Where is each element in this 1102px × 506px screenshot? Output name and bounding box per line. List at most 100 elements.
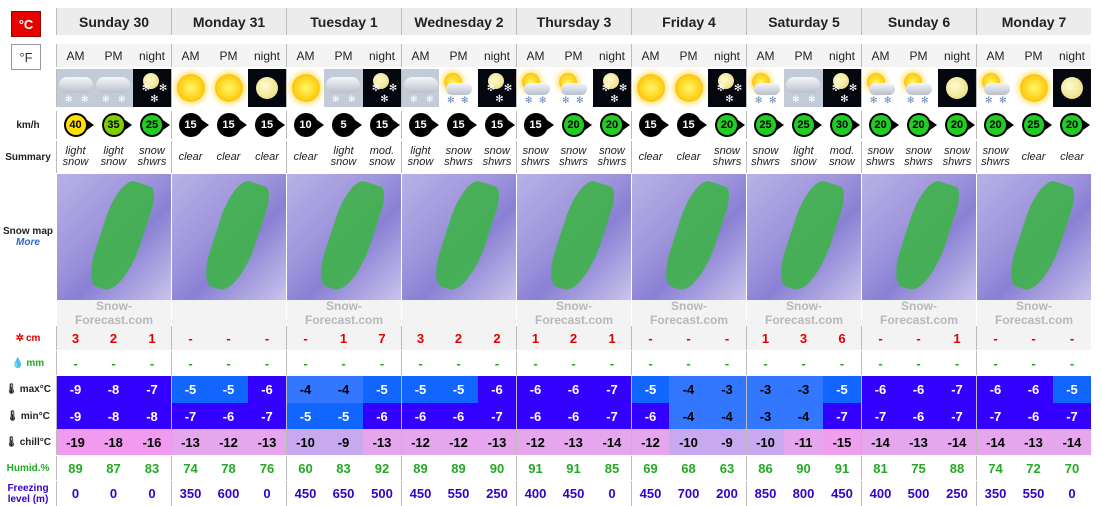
wind-arrow-icon: 25 [1021, 113, 1052, 137]
wind-speed: 35 [103, 115, 124, 135]
fahrenheit-button[interactable]: °F [11, 44, 41, 70]
rain-amount: - [363, 351, 401, 375]
wind-speed: 15 [372, 115, 392, 135]
wind-chill: -12 [516, 429, 554, 455]
rain-amount: - [94, 351, 133, 375]
snow-map-image[interactable] [631, 174, 746, 300]
snow-map-image[interactable] [401, 174, 516, 300]
snow-map-title: Snow map [2, 226, 53, 237]
cloud-icon [984, 83, 1010, 95]
humidity: 78 [209, 456, 248, 480]
humidity: 91 [554, 456, 593, 480]
min-temp: -6 [439, 403, 478, 429]
weather-icon [1053, 69, 1091, 107]
day-header: Thursday 3 [516, 8, 631, 35]
wind-direction-icon [469, 120, 477, 130]
wind-direction-icon [1083, 120, 1090, 130]
snowflake-icon: ✻ ✻ [907, 95, 931, 105]
wind-direction-icon [239, 120, 247, 130]
snowflake-icon: ✻ ✻ [562, 95, 586, 105]
min-temp: -7 [861, 403, 899, 429]
wind-cell: 10 [286, 111, 324, 139]
snow-amount: - [708, 326, 746, 350]
rain-amount: - [133, 351, 171, 375]
wind-speed: 20 [908, 115, 929, 135]
max-temp: -7 [593, 376, 631, 403]
humidity: 72 [1014, 456, 1053, 480]
thermometer-icon: 🌡 [6, 410, 19, 422]
wind-arrow-icon: 20 [600, 113, 630, 137]
snow-amount: 1 [133, 326, 171, 350]
wind-speed: 25 [1023, 115, 1044, 135]
wind-direction-icon [546, 120, 554, 130]
wind-cell: 15 [439, 111, 478, 139]
celsius-button[interactable]: °C [11, 11, 41, 37]
wind-label: km/h [16, 119, 40, 131]
humidity: 89 [56, 456, 94, 480]
period-label: AM [746, 44, 784, 67]
summary-text: snow shwrs [516, 141, 554, 173]
max-temp: -3 [784, 376, 823, 403]
humidity: 86 [746, 456, 784, 480]
weather-icon [209, 69, 248, 107]
day-header: Saturday 5 [746, 8, 861, 35]
wind-arrow-icon: 15 [446, 113, 477, 137]
freezing-level: 400 [861, 481, 899, 506]
max-temp: -5 [401, 376, 439, 403]
weather-icon [669, 69, 708, 107]
wind-speed: 15 [218, 115, 239, 135]
freezing-level: 550 [1014, 481, 1053, 506]
weather-icon-cell [1014, 69, 1053, 107]
snow-amount: - [976, 326, 1014, 350]
rain-amount: - [1053, 351, 1091, 375]
rain-amount: - [823, 351, 861, 375]
freezing-level: 0 [94, 481, 133, 506]
freezing-level: 0 [593, 481, 631, 506]
wind-direction-icon [853, 120, 860, 130]
summary-text: clear [631, 141, 669, 173]
period-label: AM [976, 44, 1014, 67]
day-header: Friday 4 [631, 8, 746, 35]
wind-arrow-icon: 25 [791, 113, 822, 137]
snow-map-image[interactable] [746, 174, 861, 300]
weather-icon: ✻ ✻ [784, 69, 823, 107]
snow-amount: 2 [94, 326, 133, 350]
summary-text: snow shwrs [938, 141, 976, 173]
wind-cell: 15 [363, 111, 401, 139]
rain-amount: - [1014, 351, 1053, 375]
weather-icon: ✻ ✻ [977, 69, 1014, 107]
min-temp: -5 [324, 403, 363, 429]
snow-map-more-link[interactable]: More [16, 237, 40, 248]
summary-label: Summary [5, 151, 51, 163]
snow-map-image[interactable] [976, 174, 1091, 300]
snowflake-icon: ✻ ✻ ✻ [371, 83, 401, 105]
weather-icon-cell: ✻ ✻ [439, 69, 478, 107]
snow-map-image[interactable] [516, 174, 631, 300]
snow-map-image[interactable] [861, 174, 976, 300]
weather-icon-cell [631, 69, 669, 107]
wind-chill: -14 [861, 429, 899, 455]
wind-cell: 20 [861, 111, 899, 139]
humidity: 89 [401, 456, 439, 480]
humidity: 90 [784, 456, 823, 480]
min-temp: -8 [94, 403, 133, 429]
weather-icon: ✻ ✻ ✻ [593, 69, 631, 107]
min-temp: -7 [823, 403, 861, 429]
snowflake-icon: ✻ ✻ [525, 95, 549, 105]
period-label: PM [669, 44, 708, 67]
humidity: 91 [516, 456, 554, 480]
freezing-level: 600 [209, 481, 248, 506]
cloud-icon [906, 83, 932, 95]
wind-speed: 20 [1062, 115, 1082, 135]
wind-chill: -14 [976, 429, 1014, 455]
wind-chill: -9 [324, 429, 363, 455]
snow-map-image[interactable] [171, 174, 286, 300]
weather-icon: ✻ ✻ [862, 69, 899, 107]
snow-amount: 1 [516, 326, 554, 350]
snow-map-label: Snow map More [0, 174, 56, 300]
freezing-level: 850 [746, 481, 784, 506]
snow-map-image[interactable] [56, 174, 171, 300]
rain-amount: - [478, 351, 516, 375]
max-temp: -5 [631, 376, 669, 403]
snow-map-image[interactable] [286, 174, 401, 300]
